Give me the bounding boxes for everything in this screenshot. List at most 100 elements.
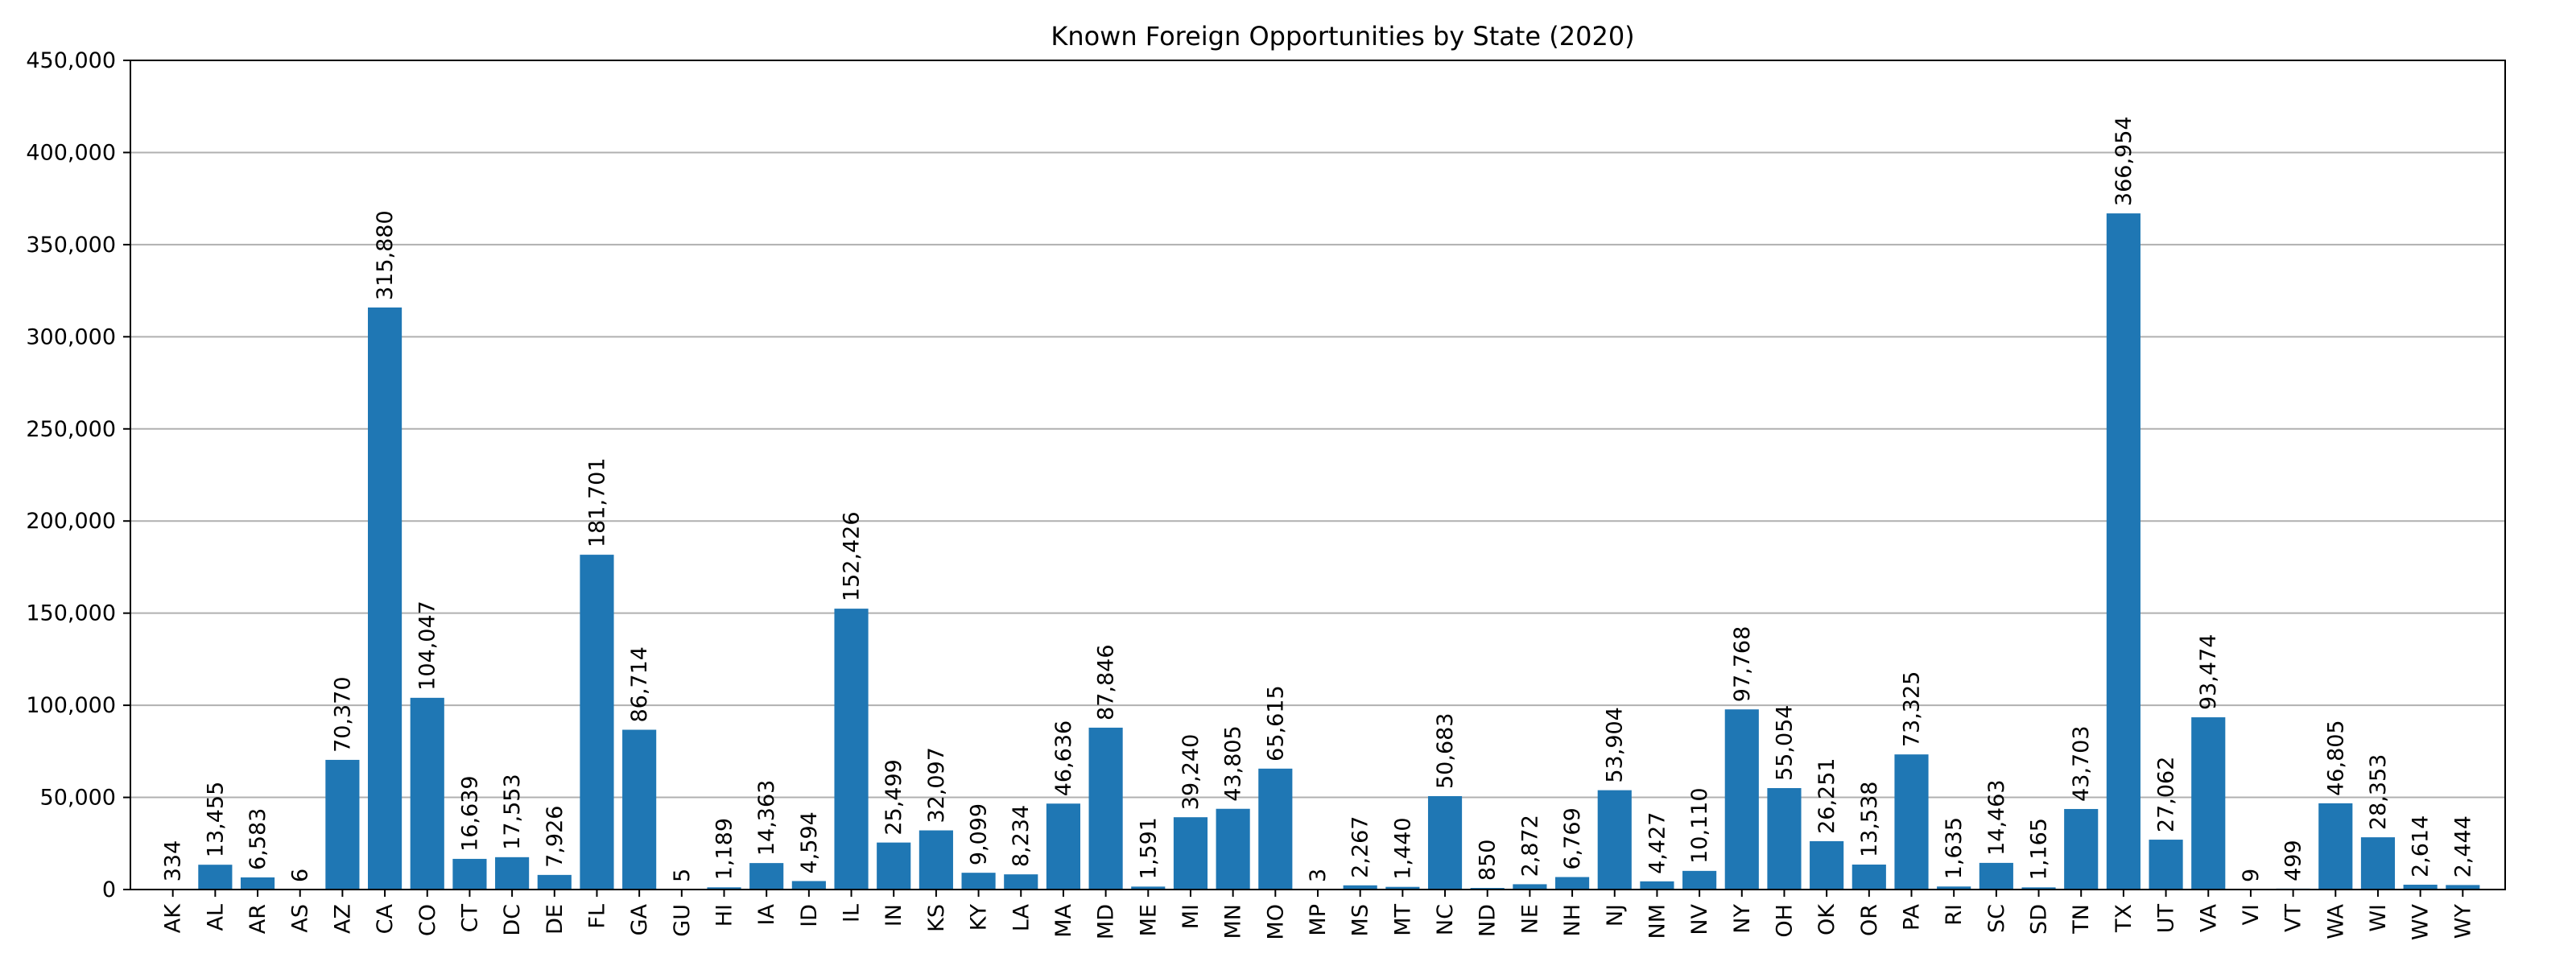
x-tick-label: TN — [2069, 904, 2094, 935]
y-tick-label: 450,000 — [26, 48, 116, 73]
bar — [1173, 817, 1208, 890]
x-tick-label: IL — [840, 904, 865, 923]
bar — [791, 881, 826, 890]
x-tick-label: MN — [1221, 904, 1246, 939]
bar — [537, 874, 572, 890]
bar-value-label: 16,639 — [457, 775, 482, 851]
x-tick-label: MA — [1051, 903, 1076, 937]
bar — [580, 555, 614, 890]
x-tick-label: PA — [1900, 903, 1925, 931]
x-tick-label: NE — [1517, 904, 1542, 934]
bar — [240, 877, 275, 890]
y-tick-label: 100,000 — [26, 693, 116, 718]
x-tick-label: NM — [1645, 904, 1670, 939]
bar-value-label: 3 — [1306, 869, 1331, 882]
bar-value-label: 334 — [161, 840, 186, 882]
bar-value-label: 39,240 — [1179, 734, 1203, 810]
x-tick-label: AZ — [330, 904, 355, 934]
bar — [2021, 887, 2056, 890]
bar-value-label: 73,325 — [1900, 671, 1925, 747]
bar — [707, 887, 741, 890]
x-tick-label: DE — [543, 904, 568, 935]
x-tick-label: OK — [1814, 903, 1839, 935]
x-tick-label: SD — [2027, 904, 2052, 935]
bar-value-label: 6,769 — [1560, 807, 1585, 869]
bar — [325, 759, 360, 890]
bar — [749, 863, 784, 890]
bar — [919, 830, 953, 890]
bar — [877, 842, 911, 890]
x-tick-label: GA — [627, 903, 652, 935]
bar — [1046, 803, 1080, 890]
x-tick-label: NJ — [1603, 904, 1628, 927]
bar — [198, 865, 233, 890]
x-tick-label: RI — [1942, 904, 1967, 926]
x-axis: AK AL AR AS AZ CA CO CT DC DE FL GA GU HI IA ID IL IN KS KY… — [161, 890, 2475, 940]
bar — [1979, 862, 2013, 890]
bar-value-label: 97,768 — [1730, 626, 1755, 702]
bar-value-label: 26,251 — [1814, 758, 1839, 833]
bar — [1810, 840, 1844, 890]
bar — [961, 873, 996, 890]
x-tick-label: AR — [246, 904, 270, 934]
bar-value-label: 93,474 — [2196, 634, 2221, 710]
bar-value-label: 10,110 — [1687, 787, 1712, 863]
bar-value-label: 2,444 — [2450, 815, 2475, 877]
bar — [1004, 874, 1038, 890]
x-tick-label: IN — [881, 904, 906, 927]
bar — [368, 307, 402, 890]
bar-value-label: 315,880 — [373, 210, 398, 300]
bar-value-label: 28,353 — [2366, 754, 2391, 830]
x-tick-label: UT — [2154, 904, 2179, 934]
bar-value-label: 32,097 — [924, 747, 949, 823]
x-tick-label: WY — [2450, 904, 2475, 939]
x-tick-label: DC — [500, 904, 525, 936]
bar — [410, 697, 444, 890]
y-tick-label: 300,000 — [26, 324, 116, 349]
y-tick-label: 350,000 — [26, 233, 116, 258]
x-tick-label: MP — [1306, 904, 1331, 936]
bar-value-label: 2,267 — [1348, 816, 1373, 878]
bar-value-label: 14,363 — [754, 780, 779, 856]
bar — [2318, 803, 2353, 890]
x-tick-label: LA — [1009, 903, 1034, 931]
bar — [2403, 885, 2438, 890]
bar — [1597, 790, 1632, 890]
x-tick-label: TX — [2112, 904, 2136, 933]
bar-value-label: 4,594 — [797, 811, 822, 873]
bar-value-label: 104,047 — [415, 601, 440, 691]
x-tick-label: MO — [1263, 904, 1288, 940]
bar-value-label: 9,099 — [967, 803, 992, 865]
bar — [1385, 886, 1420, 890]
bar — [2149, 840, 2183, 890]
x-tick-label: NY — [1730, 904, 1755, 934]
x-tick-label: MI — [1179, 904, 1203, 929]
bar-value-label: 86,714 — [627, 646, 652, 722]
bar-value-label: 87,846 — [1094, 644, 1119, 720]
bar-value-labels: 334 13,455 6,583 6 70,370 315,880 104,047 16,63… — [161, 116, 2476, 882]
bar-value-label: 53,904 — [1603, 707, 1628, 782]
bar-value-label: 27,062 — [2154, 757, 2179, 832]
bar-value-label: 6,583 — [246, 808, 270, 870]
bar — [1513, 884, 1547, 890]
bar-value-label: 1,440 — [1390, 817, 1415, 879]
x-tick-label: AL — [203, 904, 228, 931]
bar — [1088, 727, 1123, 890]
bar-value-label: 181,701 — [584, 457, 609, 547]
y-tick-label: 400,000 — [26, 140, 116, 165]
bar-value-label: 7,926 — [543, 806, 568, 868]
y-tick-label: 200,000 — [26, 509, 116, 534]
y-tick-label: 250,000 — [26, 417, 116, 442]
bar-value-label: 2,872 — [1517, 815, 1542, 877]
bar-value-label: 1,591 — [1136, 817, 1161, 879]
x-tick-label: KS — [924, 904, 949, 932]
bar — [2106, 213, 2140, 890]
x-tick-label: WV — [2409, 903, 2434, 940]
axes-frame — [130, 60, 2506, 890]
x-tick-label: ID — [797, 904, 822, 927]
bar — [1258, 768, 1293, 890]
x-tick-label: FL — [584, 904, 609, 929]
bar-value-label: 46,805 — [2323, 720, 2348, 795]
x-tick-label: VI — [2239, 904, 2264, 925]
